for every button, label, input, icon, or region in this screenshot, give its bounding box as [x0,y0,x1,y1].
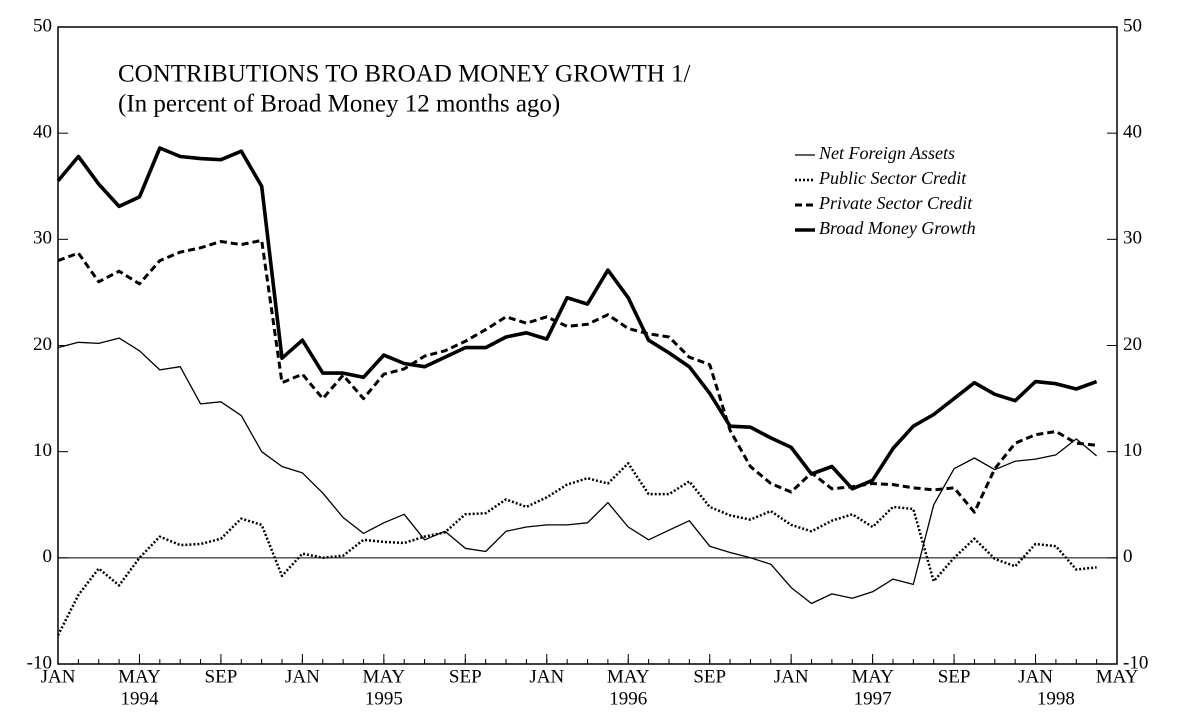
y2-tick-label: 10 [1123,440,1142,461]
y2-tick-label: -10 [1123,652,1148,673]
x-tick-label: JAN [529,666,564,687]
series-line [57,238,1097,514]
y2-tick-label: 40 [1123,122,1142,143]
series-line [57,337,1098,605]
y-tick-label: 0 [43,546,53,567]
series-line [56,462,1097,636]
year-label: 1997 [854,688,892,709]
series-line [56,146,1098,491]
chart-subtitle: (In percent of Broad Money 12 months ago… [118,91,560,118]
y-tick-label: 30 [33,228,52,249]
legend-label: Broad Money Growth [819,218,976,238]
y-tick-label: 20 [33,334,52,355]
x-tick-label: JAN [774,666,809,687]
x-tick-label: JAN [1018,666,1053,687]
legend: Net Foreign Assets Public Sector Credit Pr… [795,143,976,238]
y-tick-label: 50 [33,15,52,36]
x-tick-label: SEP [938,666,971,687]
y2-tick-label: 30 [1123,228,1142,249]
year-label: 1995 [365,688,403,709]
legend-label: Private Sector Credit [818,193,973,213]
y-tick-label: 10 [33,440,52,461]
year-label: 1996 [609,688,647,709]
x-tick-label: JAN [285,666,320,687]
year-label: 1998 [1037,688,1075,709]
year-label: 1994 [120,688,159,709]
x-tick-label: MAY [118,666,161,687]
x-tick-label: MAY [1096,666,1139,687]
x-tick-label: MAY [363,666,406,687]
x-tick-label: MAY [607,666,650,687]
x-tick-label: JAN [41,666,76,687]
y2-tick-label: 0 [1123,546,1133,567]
legend-label: Net Foreign Assets [818,143,955,163]
x-tick-label: SEP [449,666,482,687]
y-tick-label: 40 [33,122,52,143]
x-tick-label: SEP [205,666,238,687]
legend-label: Public Sector Credit [818,168,967,188]
chart-title: CONTRIBUTIONS TO BROAD MONEY GROWTH 1/ [118,61,691,88]
y-tick-label: -10 [27,652,52,673]
plot-frame [57,26,1118,665]
y2-tick-label: 50 [1123,15,1142,36]
x-tick-label: SEP [693,666,726,687]
x-tick-label: MAY [851,666,894,687]
y2-tick-label: 20 [1123,334,1142,355]
